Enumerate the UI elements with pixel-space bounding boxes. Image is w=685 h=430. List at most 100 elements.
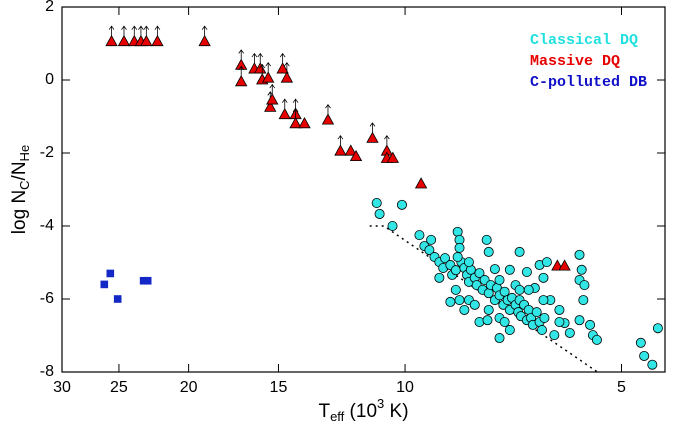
data-point [450,265,461,276]
data-point [276,62,289,74]
limit-arrow [238,65,245,76]
data-point [538,295,549,306]
y-tick-label: 2 [45,0,54,15]
y-tick-label: -8 [40,363,54,380]
data-point [585,319,596,330]
limit-arrow [138,25,144,36]
y-tick-label: -2 [40,144,54,161]
legend-entry: Classical DQ [530,32,638,49]
data-point [504,325,515,336]
data-point [554,304,565,315]
data-point [344,144,357,156]
data-point [499,286,510,297]
limit-arrow [281,98,288,109]
x-tick-label: 15 [270,379,288,396]
data-point [483,246,494,257]
data-point [523,284,534,295]
data-point [469,299,480,310]
x-tick-label: 5 [617,379,626,396]
y-tick-label: -6 [40,290,54,307]
data-point [143,276,152,285]
data-point [105,34,118,47]
data-point [514,284,525,295]
limit-arrow [154,25,161,36]
limit-arrow [121,25,127,36]
data-point [414,177,428,189]
y-tick-label: -4 [40,217,54,234]
data-point [117,34,131,47]
data-point [278,107,291,120]
data-point [482,315,493,326]
x-tick-label: 25 [110,379,128,396]
limit-arrow [384,134,390,146]
limit-arrow [337,134,344,146]
data-point [564,327,575,338]
data-point [334,144,347,156]
x-tick-label: 30 [53,379,71,396]
plot-frame [61,6,666,373]
data-point [106,269,115,278]
data-point [591,334,602,345]
x-axis-label-part: 3 [377,396,384,411]
data-point [254,62,267,74]
data-point [494,275,505,286]
data-point [386,151,399,163]
limit-arrow [292,107,299,118]
data-point [113,295,122,303]
y-axis-label-part: log N [9,190,30,234]
data-point [445,296,456,307]
x-axis-label-part: T [318,401,330,422]
data-point [151,34,164,47]
data-point [434,272,445,283]
data-point [140,34,153,47]
data-point [536,325,547,336]
data-point [396,199,407,210]
data-point [549,330,560,341]
limit-arrow [265,61,272,73]
limit-arrow [292,98,299,109]
data-point [639,350,650,361]
data-point [504,264,515,275]
y-axis-label-part: /N [9,161,30,180]
x-tick-label: 20 [180,379,198,396]
x-tick-label: 10 [396,379,414,396]
reference-line [369,225,598,373]
data-point [489,264,500,275]
data-point [139,276,148,285]
data-point [459,304,470,315]
data-point [474,316,485,327]
data-point [262,71,275,83]
data-point [574,249,585,260]
limit-arrow [279,52,286,64]
data-point [539,312,550,323]
data-point [499,316,510,327]
data-point [481,234,492,245]
data-point [371,198,382,209]
x-axis-label-part: eff [330,409,345,424]
data-point [578,295,589,306]
limit-arrow [108,25,115,36]
data-point [579,280,590,291]
data-point [198,34,211,47]
data-point [298,116,311,129]
data-point [647,359,658,370]
data-point [289,116,302,129]
data-point [450,284,461,295]
data-point [454,242,465,253]
limit-arrow [284,61,290,73]
limit-arrow [143,25,150,36]
data-point [235,74,248,87]
limit-arrow [257,52,264,64]
data-point [414,230,425,241]
legend-entry: C-polluted DB [530,74,647,91]
data-point [494,333,505,344]
data-point [514,246,525,257]
data-point [264,100,277,112]
limit-arrow [131,25,138,36]
y-axis-label-part: He [17,145,32,162]
data-point [426,234,437,245]
limit-arrow [201,25,208,36]
data-point [538,272,549,283]
data-point [652,323,663,334]
